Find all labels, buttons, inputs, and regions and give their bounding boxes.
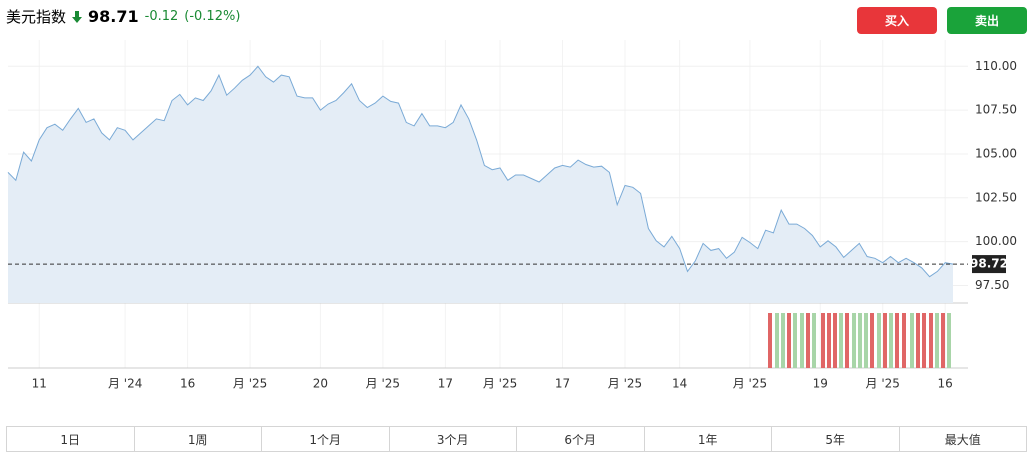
last-value-label: 98.72 xyxy=(970,257,1008,271)
sell-button[interactable]: 卖出 xyxy=(947,7,1027,34)
x-tick-label: 月 '25 xyxy=(608,377,642,391)
y-tick-label: 107.50 xyxy=(975,103,1017,117)
last-value-box xyxy=(972,255,1006,274)
x-tick-label: 19 xyxy=(813,377,828,391)
buy-button[interactable]: 买入 xyxy=(857,7,937,34)
x-tick-label: 月 '25 xyxy=(366,377,400,391)
range-tab[interactable]: 1周 xyxy=(135,427,262,451)
x-tick-label: 月 '25 xyxy=(233,377,267,391)
volume-bars xyxy=(768,313,951,368)
x-tick-label: 20 xyxy=(313,377,328,391)
price: 98.71 xyxy=(88,7,139,26)
range-tab[interactable]: 5年 xyxy=(772,427,900,451)
y-tick-label: 102.50 xyxy=(975,190,1017,204)
down-arrow xyxy=(72,10,83,23)
range-tab[interactable]: 最大值 xyxy=(944,432,981,447)
title: 美元指数 xyxy=(6,8,67,26)
price-line xyxy=(7,65,954,278)
x-tick-label: 月 '25 xyxy=(866,377,900,391)
x-tick-label: 16 xyxy=(180,377,195,391)
range-tab[interactable]: 1年 xyxy=(645,427,772,451)
y-tick-label: 97.50 xyxy=(975,278,1009,292)
x-tick-label: 17 xyxy=(438,377,453,391)
range-tab[interactable]: 3个月 xyxy=(390,427,517,451)
x-tick-label: 16 xyxy=(938,377,953,391)
y-tick-label: 105.00 xyxy=(975,146,1017,160)
chart: 97.50 100.00 102.50 105.00 107.50 110.00 11 月 '… xyxy=(7,40,1017,391)
change-pct: (-0.12%) xyxy=(184,9,241,24)
x-tick-label: 月 '25 xyxy=(733,377,767,391)
change: -0.12 xyxy=(144,9,179,24)
x-tick-label: 14 xyxy=(672,377,687,391)
header: 美元指数 98.71 -0.12 (-0.12%) xyxy=(6,6,240,27)
x-tick-label: 11 xyxy=(32,377,47,391)
x-tick-label: 17 xyxy=(555,377,570,391)
range-tab[interactable]: 6个月 xyxy=(517,427,645,451)
area xyxy=(8,66,953,303)
range-tab[interactable]: 1个月 xyxy=(262,427,390,451)
x-tick-label: 月 '24 xyxy=(108,377,142,391)
x-tick-label: 月 '25 xyxy=(483,377,517,391)
range-tab[interactable]: 1日 xyxy=(7,427,135,451)
range-tabs: 1日 1周 1个月 3个月 6个月 1年 5年 最大值 xyxy=(6,426,1027,452)
y-tick-label: 100.00 xyxy=(975,234,1017,248)
y-tick-label: 110.00 xyxy=(975,59,1017,73)
